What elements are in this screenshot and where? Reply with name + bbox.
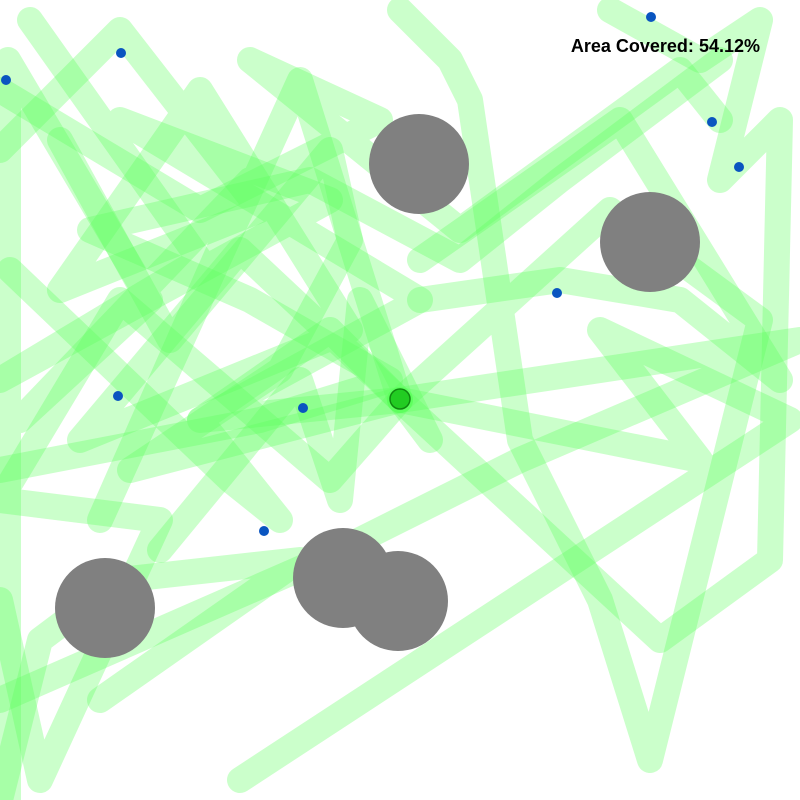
trail-segment bbox=[0, 327, 800, 713]
trail-segment bbox=[0, 47, 413, 800]
trail-segment bbox=[0, 47, 733, 243]
trail-segment bbox=[387, 0, 793, 653]
waypoint-marker bbox=[552, 288, 562, 298]
waypoint-marker bbox=[734, 162, 744, 172]
trail-segment bbox=[47, 127, 413, 483]
trail-segment bbox=[407, 107, 793, 393]
waypoint-marker bbox=[646, 12, 656, 22]
waypoint-marker bbox=[116, 48, 126, 58]
area-covered-readout: Area Covered: 54.12% bbox=[571, 36, 760, 57]
trail-segment bbox=[0, 17, 413, 453]
waypoint-marker bbox=[1, 75, 11, 85]
trail-segment bbox=[0, 257, 413, 533]
waypoint-marker bbox=[259, 526, 269, 536]
obstacle bbox=[369, 114, 469, 214]
waypoints bbox=[1, 12, 744, 536]
trail-segment bbox=[147, 287, 443, 563]
robot-layer bbox=[389, 388, 411, 410]
waypoint-marker bbox=[707, 117, 717, 127]
robot bbox=[389, 388, 411, 410]
obstacles bbox=[55, 114, 700, 658]
trail-segment bbox=[0, 7, 433, 433]
obstacle bbox=[348, 551, 448, 651]
area-covered-label: Area Covered: bbox=[570, 36, 694, 56]
obstacle bbox=[55, 558, 155, 658]
trail-segment bbox=[227, 317, 800, 793]
trail-segment bbox=[0, 287, 413, 793]
area-covered-value: 54.12% bbox=[698, 36, 760, 56]
waypoint-marker bbox=[113, 391, 123, 401]
obstacle bbox=[600, 192, 700, 292]
waypoint-marker bbox=[298, 403, 308, 413]
